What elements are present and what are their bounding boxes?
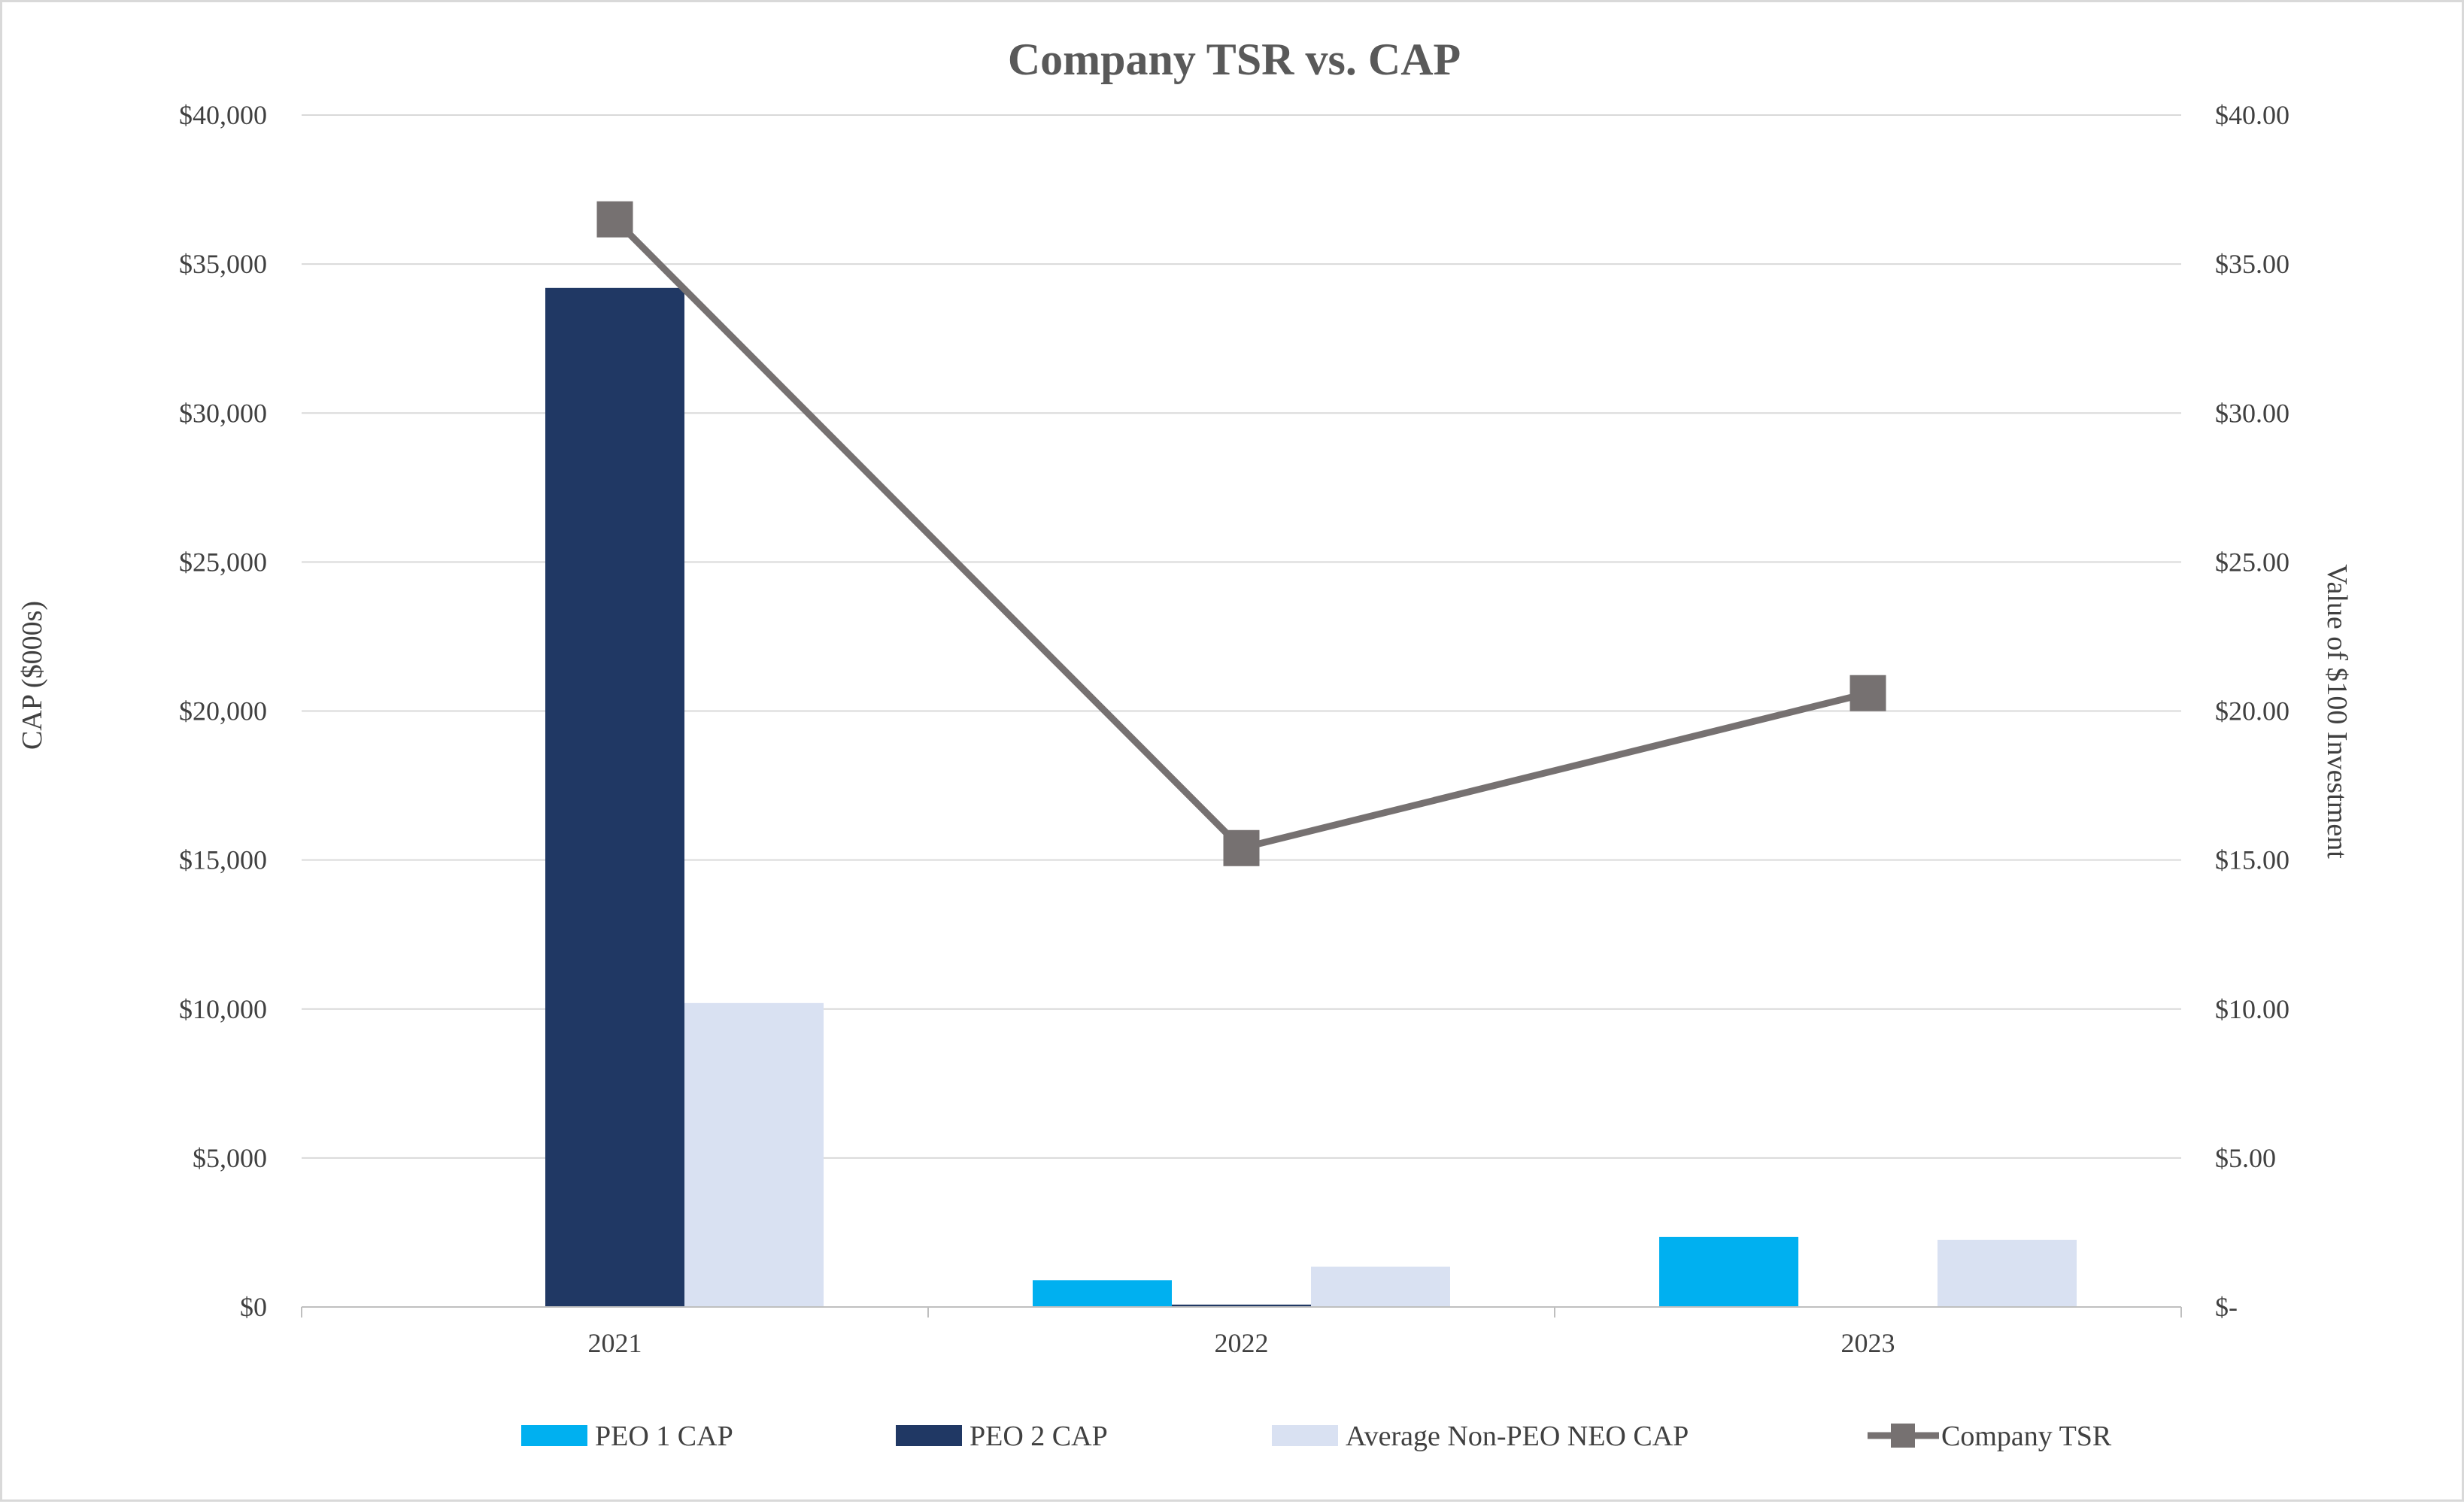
legend-label: PEO 2 CAP — [970, 1421, 1108, 1452]
bar-average-non-peo-neo-cap-2022 — [1311, 1266, 1450, 1307]
legend: PEO 1 CAP PEO 2 CAP Average Non-PEO NEO CA… — [521, 1421, 2112, 1452]
x-tick-label: 2021 — [588, 1328, 642, 1358]
bar-peo-1-cap-2023 — [1659, 1236, 1798, 1307]
y2-tick-label: $30.00 — [2215, 398, 2290, 428]
tsr-line-layer — [596, 201, 1886, 866]
legend-label: Company TSR — [1941, 1421, 2112, 1452]
y-tick-label: $0 — [240, 1292, 267, 1322]
legend-swatch-average-non-peo-neo-cap — [1272, 1425, 1338, 1446]
x-tick-label: 2022 — [1215, 1328, 1269, 1358]
y-tick-label: $10,000 — [179, 994, 267, 1024]
y-tick-label: $35,000 — [179, 249, 267, 279]
bars — [545, 287, 2077, 1308]
bar-average-non-peo-neo-cap-2023 — [1938, 1239, 2077, 1307]
y2-tick-label: $35.00 — [2215, 249, 2290, 279]
bar-peo-2-cap-2021 — [545, 287, 684, 1308]
y2-tick-label: $15.00 — [2215, 845, 2290, 875]
legend-marker-company-tsr — [1891, 1424, 1915, 1448]
legend-swatch-peo-2-cap — [896, 1425, 962, 1446]
chart-title: Company TSR vs. CAP — [1008, 35, 1461, 84]
y2-tick-label: $20.00 — [2215, 696, 2290, 726]
y2-tick-label: $- — [2215, 1292, 2238, 1322]
marker-company-tsr-2021 — [596, 201, 633, 238]
legend-label: PEO 1 CAP — [595, 1421, 733, 1452]
bar-average-non-peo-neo-cap-2021 — [684, 1002, 824, 1307]
bar-peo-1-cap-2022 — [1033, 1280, 1172, 1307]
y-tick-label: $25,000 — [179, 547, 267, 577]
legend-label: Average Non-PEO NEO CAP — [1346, 1421, 1689, 1452]
marker-company-tsr-2023 — [1850, 675, 1886, 711]
bar-peo-2-cap-2022 — [1172, 1304, 1311, 1307]
y2-tick-label: $5.00 — [2215, 1143, 2276, 1173]
line-company-tsr — [612, 217, 1869, 852]
axes: $0 $5,000 $10,000 $15,000 $20,000 $25,000 $30,… — [179, 100, 2290, 1358]
marker-company-tsr-2022 — [1223, 829, 1260, 866]
y2-tick-label: $40.00 — [2215, 100, 2290, 130]
legend-swatch-peo-1-cap — [521, 1425, 587, 1446]
y-tick-label: $20,000 — [179, 696, 267, 726]
y2-tick-label: $25.00 — [2215, 547, 2290, 577]
y-tick-label: $5,000 — [193, 1143, 267, 1173]
y2-axis-title: Value of $100 Investment — [2321, 564, 2353, 859]
y2-tick-label: $10.00 — [2215, 994, 2290, 1024]
y-tick-label: $30,000 — [179, 398, 267, 428]
y-tick-label: $40,000 — [179, 100, 267, 130]
x-tick-label: 2023 — [1841, 1328, 1895, 1358]
y-axis-title: CAP ($000s) — [17, 601, 48, 750]
y-tick-label: $15,000 — [179, 845, 267, 875]
